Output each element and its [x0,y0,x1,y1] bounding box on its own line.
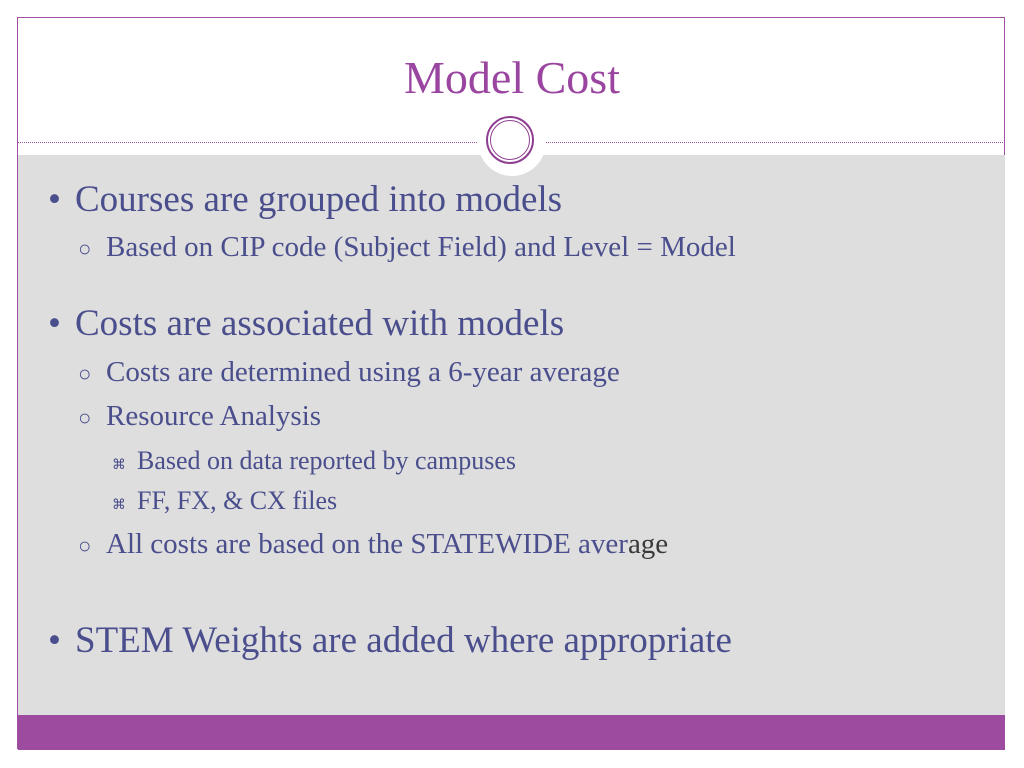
bullet-text: All costs are based on the STATEWIDE ave… [106,528,628,560]
circle-bullet-icon: ○ [78,361,92,386]
bullet-text: Costs are associated with models [75,303,565,344]
circle-ornament-icon [486,116,534,164]
bullet-text: Resource Analysis [106,400,322,432]
bullet-text: Costs are determined using a 6-year aver… [106,356,620,388]
bullet-item: • STEM Weights are added where appropriat… [48,619,732,662]
bullet-text-tail: age [627,528,669,560]
bullet-text: Based on data reported by campuses [137,446,517,475]
bullet-item: ○ All costs are based on the STATEWIDE av… [78,528,668,561]
bullet-item: • Courses are grouped into models [48,178,562,221]
bullet-item: ○ Resource Analysis [78,400,321,433]
bullet-item: • Costs are associated with models [48,302,564,345]
bullet-item: ○ Based on CIP code (Subject Field) and L… [78,231,736,264]
bullet-icon: • [48,620,61,661]
star-bullet-icon: ⌘ [112,458,126,473]
footer-bar [18,715,1005,750]
content-area [18,155,1005,715]
bullet-item: ⌘ Based on data reported by campuses [112,446,516,476]
bullet-text: Based on CIP code (Subject Field) and Le… [106,231,736,263]
circle-ornament-inner-icon [490,120,530,160]
bullet-text: Courses are grouped into models [75,179,563,220]
bullet-icon: • [48,303,61,344]
bullet-text: FF, FX, & CX files [137,486,338,515]
star-bullet-icon: ⌘ [112,498,126,513]
bullet-text: STEM Weights are added where appropriate [75,620,732,661]
slide-title: Model Cost [404,52,620,103]
bullet-icon: • [48,179,61,220]
circle-bullet-icon: ○ [78,405,92,430]
bullet-item: ○ Costs are determined using a 6-year ave… [78,356,620,389]
bullet-item: ⌘ FF, FX, & CX files [112,486,337,516]
circle-bullet-icon: ○ [78,236,92,261]
circle-bullet-icon: ○ [78,533,92,558]
